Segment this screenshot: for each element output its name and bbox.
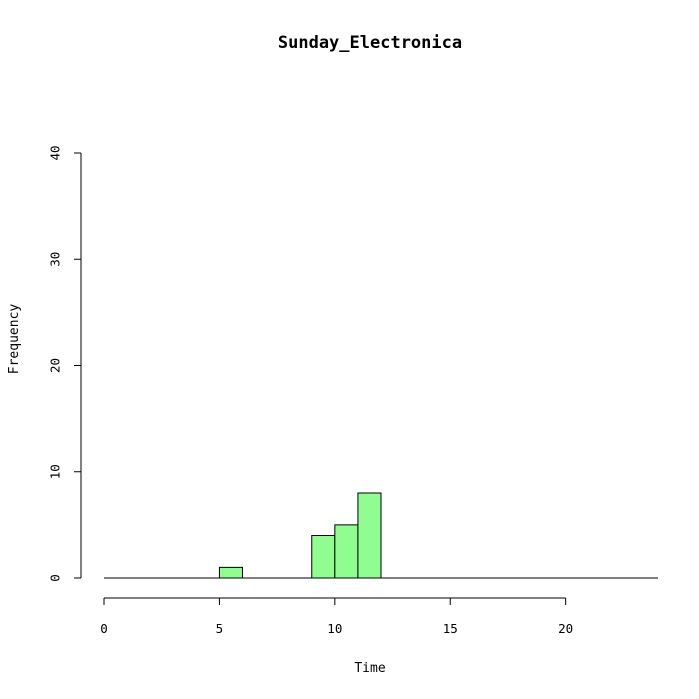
x-tick-label: 0: [100, 621, 108, 636]
x-tick-label: 10: [327, 621, 342, 636]
y-tick-label: 10: [48, 464, 63, 479]
chart-title: Sunday_Electronica: [278, 33, 462, 53]
plot-layer: 0 10 20 30 40 0 5 10 15 20: [48, 145, 658, 636]
y-tick-label: 0: [48, 574, 63, 582]
y-axis-label: Frequency: [7, 304, 22, 375]
histogram-bar: [357, 492, 382, 579]
y-tick-label: 20: [48, 358, 63, 373]
x-tick-label: 5: [216, 621, 224, 636]
histogram-bar: [334, 524, 359, 579]
y-tick-label: 40: [48, 145, 63, 160]
histogram-bar: [311, 535, 336, 579]
x-tick-label: 15: [443, 621, 458, 636]
y-tick-label: 30: [48, 252, 63, 267]
x-tick-label: 20: [558, 621, 573, 636]
x-axis-label: Time: [354, 661, 385, 676]
histogram-bar: [218, 566, 244, 579]
